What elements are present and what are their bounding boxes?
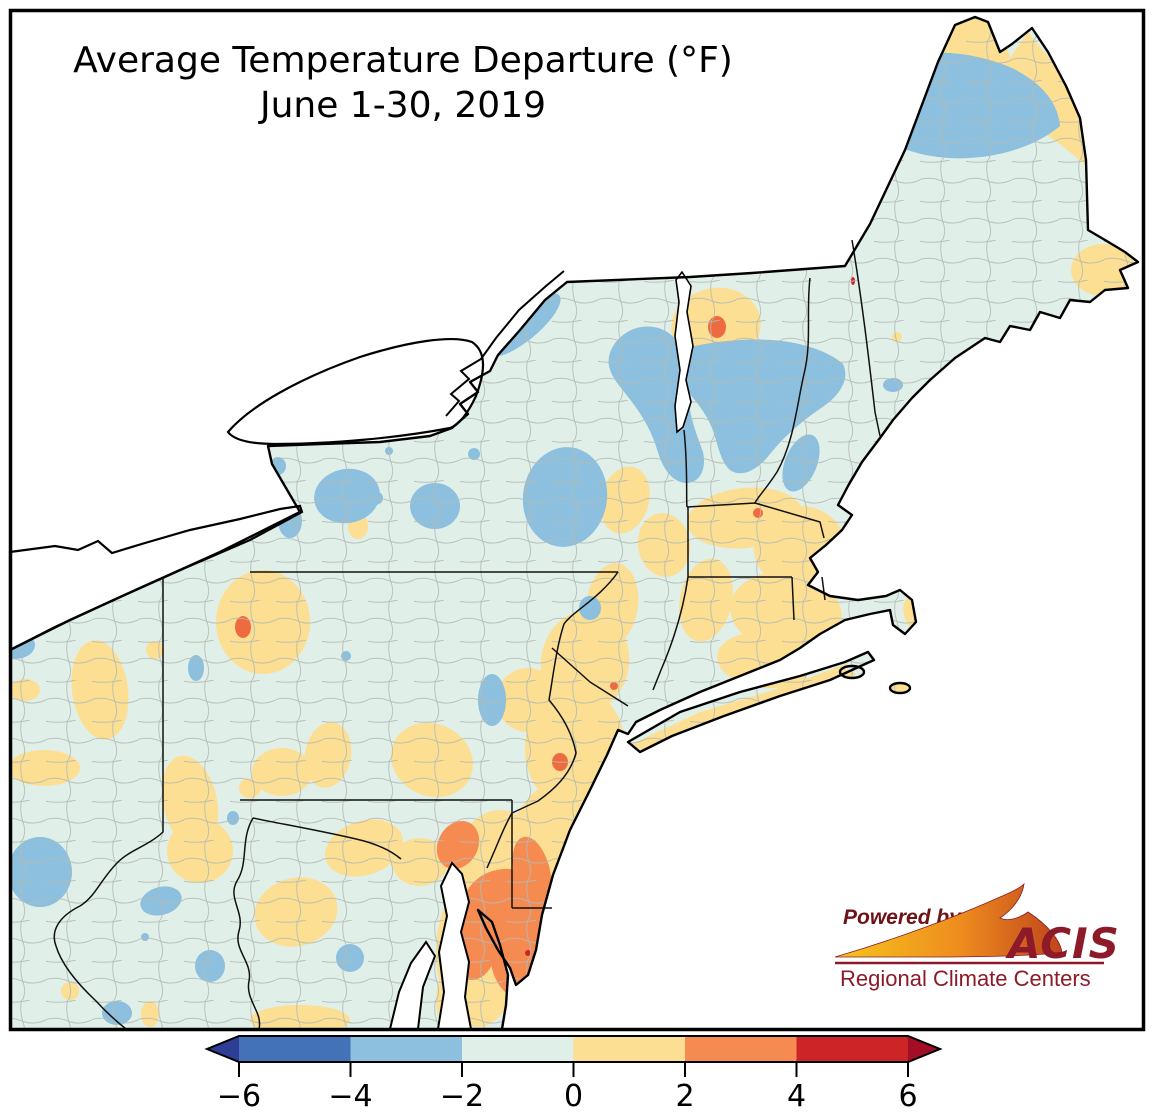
colorbar: −6 −4 −2 0 2 4 6 xyxy=(204,1035,943,1112)
state-border xyxy=(233,817,261,1030)
state-border xyxy=(688,576,826,621)
colorbar-ticks xyxy=(238,1062,909,1077)
state-border xyxy=(754,277,811,504)
colorbar-segment xyxy=(462,1036,574,1062)
county-lines-overlay xyxy=(10,17,1138,1029)
map-frame xyxy=(8,8,1146,1032)
state-border xyxy=(652,507,689,691)
anomaly-dot xyxy=(830,546,852,570)
powered-by-label: Powered by xyxy=(843,906,962,929)
colorbar-tick-label: −6 xyxy=(217,1079,261,1112)
state-border xyxy=(53,793,164,1030)
map-title-line1: Average Temperature Departure (°F) xyxy=(73,40,733,81)
colorbar-arrow-low xyxy=(207,1036,239,1062)
colorbar-segment xyxy=(573,1036,685,1062)
acis-swoosh-icon xyxy=(834,882,1063,958)
colorbar-segment xyxy=(239,1036,351,1062)
map-title-line2: June 1-30, 2019 xyxy=(258,85,546,126)
colorbar-tick-label: −4 xyxy=(328,1079,372,1112)
anomaly-dot xyxy=(586,811,596,825)
st-lawrence-north-shore xyxy=(445,270,565,417)
state-border xyxy=(486,571,619,869)
coastline xyxy=(9,15,1140,1030)
colorbar-tick-label: 2 xyxy=(675,1079,694,1112)
state-border xyxy=(252,817,402,860)
colorbar-segment xyxy=(796,1036,908,1062)
state-border xyxy=(686,502,825,539)
potomac-river xyxy=(388,940,437,1030)
colorbar-arrow-high xyxy=(908,1036,940,1062)
colorbar-segment xyxy=(350,1036,462,1062)
acis-wordmark: ACIS xyxy=(1005,919,1120,968)
colorbar-tick-label: −2 xyxy=(440,1079,484,1112)
colorbar-segment xyxy=(685,1036,797,1062)
state-border xyxy=(851,239,881,437)
logo-tagline: Regional Climate Centers xyxy=(840,966,1091,991)
lake-ontario xyxy=(226,338,485,446)
colorbar-tick-label: 0 xyxy=(564,1079,583,1112)
state-borders xyxy=(53,239,881,1030)
anomaly-shading xyxy=(10,17,1138,1029)
acis-logo: Powered by ACIS Regional Climate Centers xyxy=(834,882,1120,991)
state-border xyxy=(551,647,629,707)
colorbar-tick-label: 4 xyxy=(787,1079,806,1112)
state-border xyxy=(683,429,688,508)
lake-champlain xyxy=(674,270,694,434)
colorbar-tick-label: 6 xyxy=(898,1079,917,1112)
state-border xyxy=(240,799,552,909)
chesapeake-bay xyxy=(436,861,473,1030)
